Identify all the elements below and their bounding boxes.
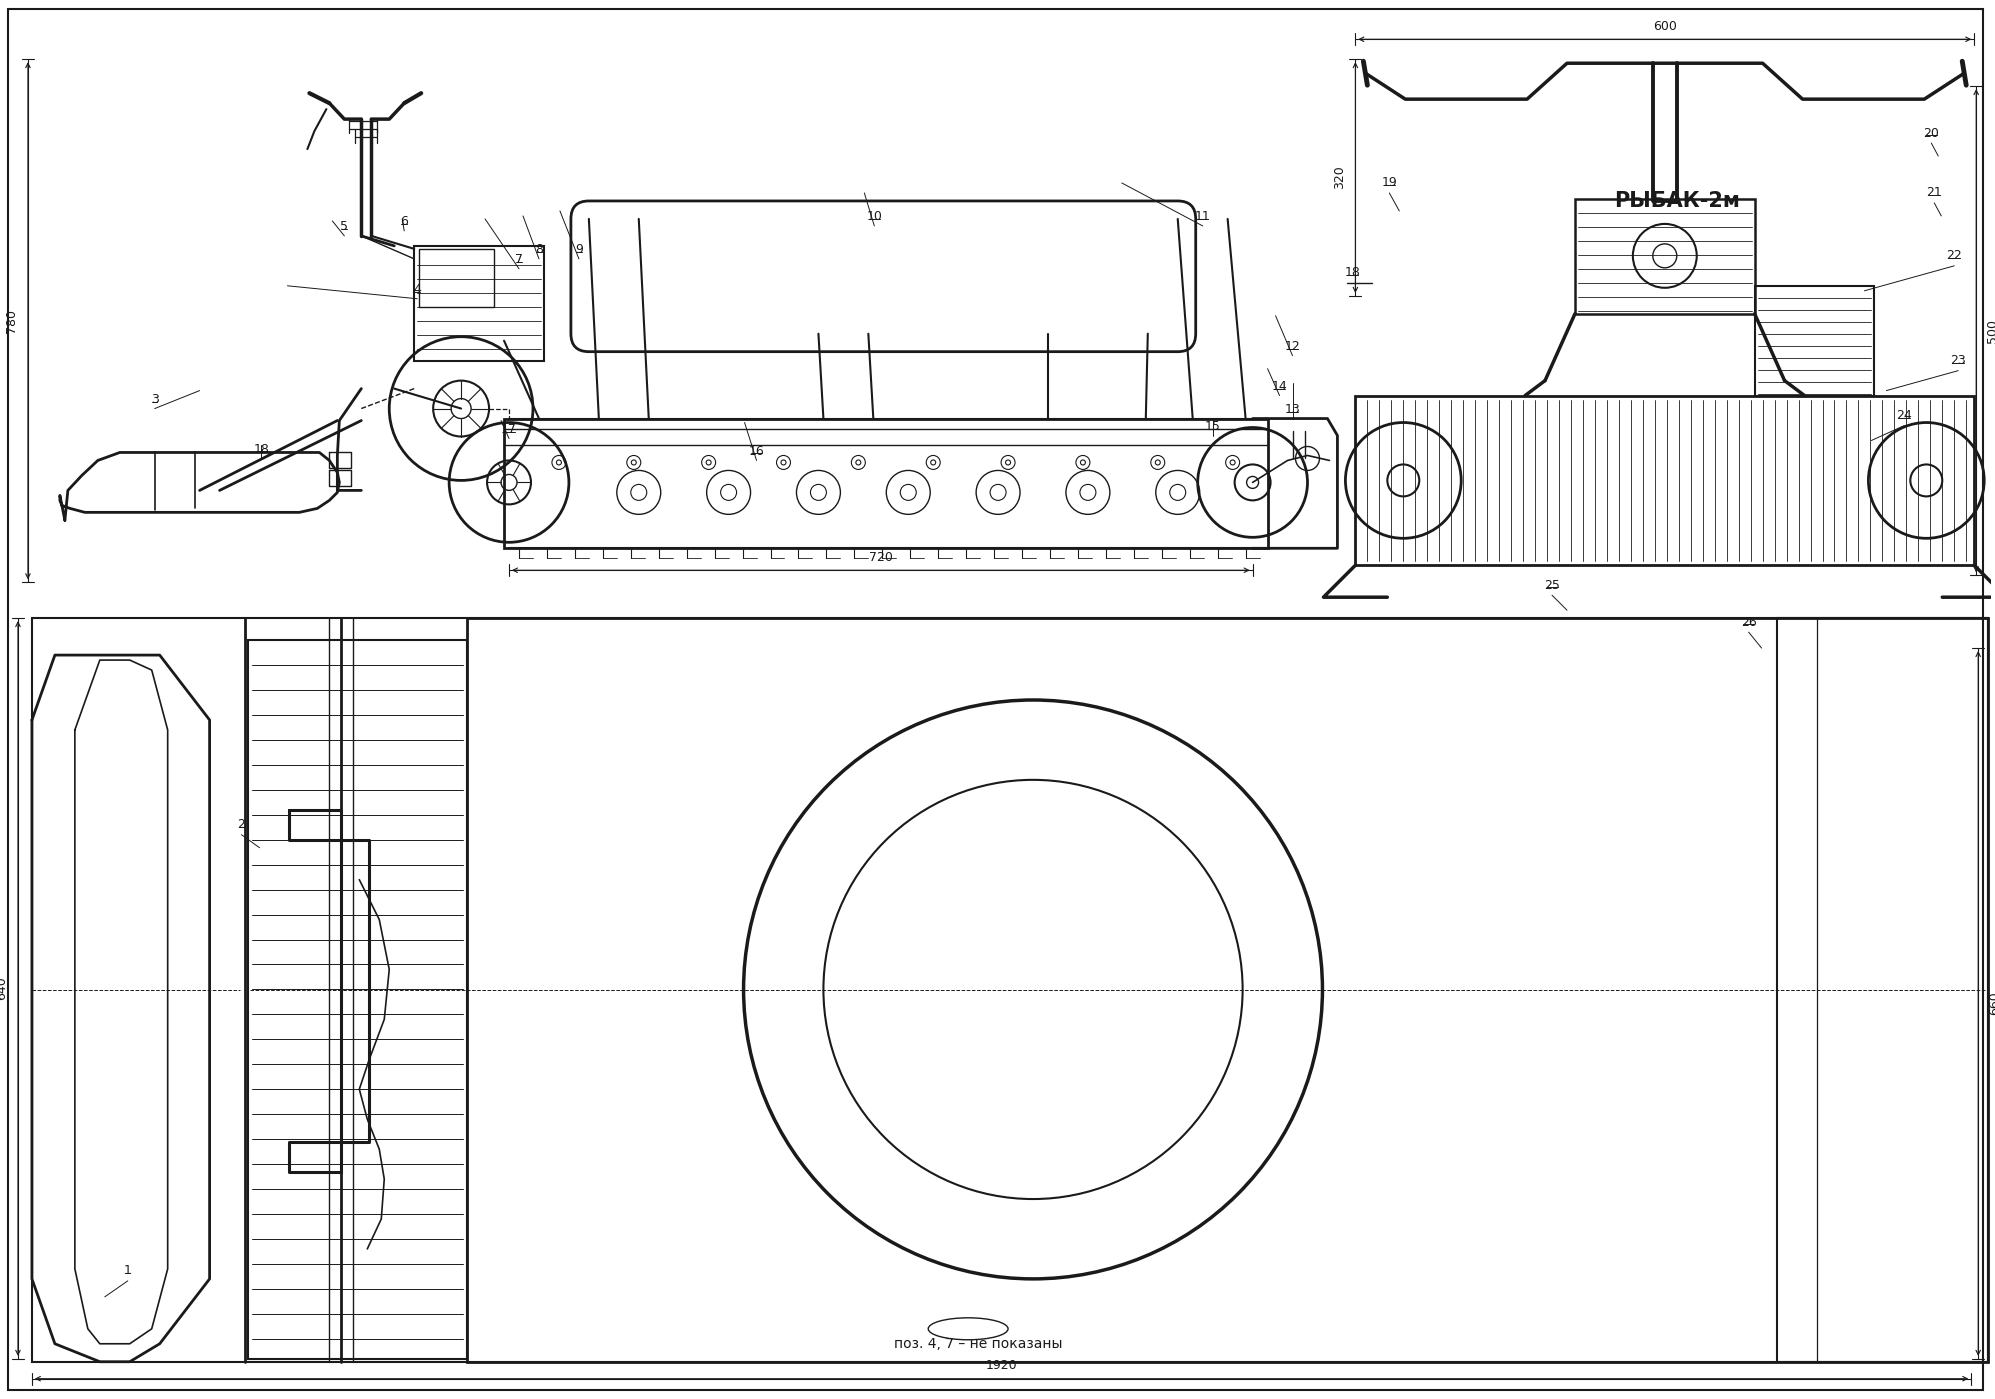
Bar bbox=[1355, 396, 1975, 565]
Bar bbox=[32, 618, 1989, 1361]
Text: 21: 21 bbox=[1927, 186, 1943, 200]
Text: 14: 14 bbox=[1271, 381, 1287, 393]
Bar bbox=[247, 641, 467, 1358]
Text: 17: 17 bbox=[501, 422, 517, 436]
Text: 3: 3 bbox=[152, 393, 160, 406]
Text: 20: 20 bbox=[1923, 126, 1939, 140]
Text: 11: 11 bbox=[1195, 210, 1211, 224]
Text: 12: 12 bbox=[1285, 340, 1301, 353]
Bar bbox=[1778, 618, 1989, 1361]
Bar bbox=[1756, 285, 1875, 396]
Text: 780: 780 bbox=[6, 309, 18, 333]
Bar bbox=[415, 246, 545, 361]
Text: 640: 640 bbox=[0, 977, 8, 1000]
Text: 8: 8 bbox=[535, 243, 543, 256]
Text: 1: 1 bbox=[124, 1265, 132, 1277]
Text: 600: 600 bbox=[1654, 20, 1676, 32]
Text: 16: 16 bbox=[748, 445, 764, 457]
Text: 15: 15 bbox=[1205, 420, 1221, 434]
Bar bbox=[505, 418, 1267, 548]
Text: 19: 19 bbox=[1381, 176, 1396, 189]
Text: 18: 18 bbox=[1345, 266, 1361, 280]
Text: 6: 6 bbox=[401, 215, 409, 228]
Text: 720: 720 bbox=[870, 551, 892, 564]
Text: поз. 4, 7 – не показаны: поз. 4, 7 – не показаны bbox=[894, 1337, 1063, 1351]
Text: 660: 660 bbox=[1987, 992, 1995, 1016]
Bar bbox=[1574, 199, 1756, 313]
Text: 26: 26 bbox=[1742, 616, 1756, 628]
Text: РЫБАК-2м: РЫБАК-2м bbox=[1614, 190, 1740, 211]
Bar bbox=[467, 618, 1989, 1361]
Text: 18: 18 bbox=[253, 443, 269, 456]
Text: 1920: 1920 bbox=[986, 1360, 1017, 1372]
Text: 10: 10 bbox=[866, 210, 882, 224]
Text: 320: 320 bbox=[1333, 165, 1347, 189]
Text: 25: 25 bbox=[1544, 579, 1560, 592]
Text: 22: 22 bbox=[1947, 249, 1963, 263]
Text: 5: 5 bbox=[341, 221, 349, 234]
Text: 2: 2 bbox=[237, 818, 245, 831]
Text: 24: 24 bbox=[1897, 409, 1913, 422]
Text: 4: 4 bbox=[413, 283, 421, 297]
Text: 9: 9 bbox=[575, 243, 583, 256]
Text: 7: 7 bbox=[515, 253, 523, 266]
Text: 13: 13 bbox=[1285, 403, 1301, 416]
Text: 500: 500 bbox=[1985, 319, 1995, 343]
Bar bbox=[419, 249, 495, 306]
Text: 23: 23 bbox=[1951, 354, 1967, 367]
